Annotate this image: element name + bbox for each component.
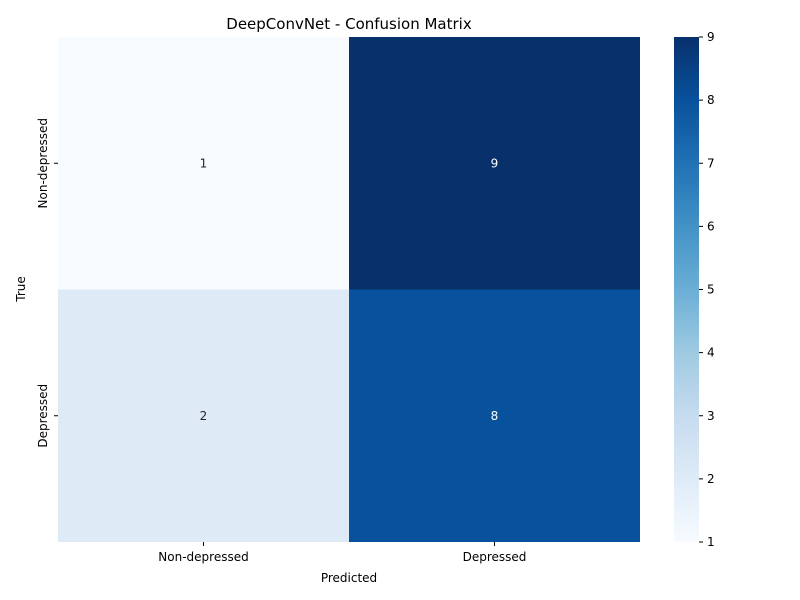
colorbar-tick-label: 8	[707, 93, 715, 107]
cell-value-label: 1	[200, 156, 208, 170]
colorbar-tick-label: 4	[707, 346, 715, 360]
y-tick-label: Non-depressed	[36, 118, 50, 208]
cell-value-label: 2	[200, 409, 208, 423]
heatmap-cell	[349, 37, 640, 290]
colorbar-tick-label: 1	[707, 535, 715, 549]
heatmap-cell	[58, 289, 349, 542]
y-axis-label: True	[14, 276, 28, 303]
x-axis: Non-depressed Depressed	[158, 542, 526, 564]
colorbar: 1 2 3 4 5 6 7 8 9	[674, 30, 715, 549]
colorbar-tick-label: 6	[707, 219, 715, 233]
colorbar-gradient	[674, 37, 699, 542]
colorbar-tick-label: 5	[707, 283, 715, 297]
heatmap-cell	[58, 37, 349, 290]
heatmap-cell	[349, 289, 640, 542]
chart-title: DeepConvNet - Confusion Matrix	[226, 15, 472, 33]
x-axis-label: Predicted	[321, 571, 377, 585]
colorbar-ticks: 1 2 3 4 5 6 7 8 9	[699, 30, 715, 549]
cell-value-label: 8	[491, 409, 499, 423]
x-tick-label: Depressed	[463, 550, 527, 564]
colorbar-tick-label: 2	[707, 472, 715, 486]
colorbar-tick-label: 7	[707, 156, 715, 170]
heatmap-cells: 1 92 8	[58, 37, 640, 542]
colorbar-tick-label: 3	[707, 409, 715, 423]
cell-value-label: 9	[491, 156, 499, 170]
x-tick-label: Non-depressed	[158, 550, 248, 564]
y-axis: Non-depressed Depressed	[36, 118, 58, 448]
colorbar-tick-label: 9	[707, 30, 715, 44]
y-tick-label: Depressed	[36, 384, 50, 448]
